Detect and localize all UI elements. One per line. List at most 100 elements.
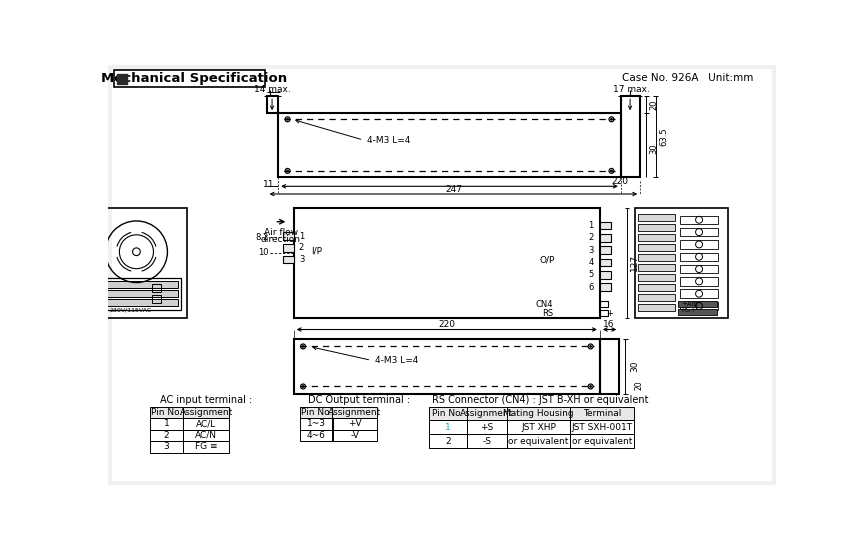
Text: AC input terminal :: AC input terminal : <box>160 395 252 405</box>
Bar <box>300 429 332 441</box>
Text: Assignment: Assignment <box>328 408 381 417</box>
Text: 2: 2 <box>444 437 450 446</box>
Bar <box>300 407 332 418</box>
Text: 220: 220 <box>610 177 628 186</box>
Text: 4-M3 L=4: 4-M3 L=4 <box>367 136 411 144</box>
Bar <box>294 339 599 394</box>
Bar <box>95 290 178 297</box>
Bar <box>599 271 610 278</box>
Bar <box>570 420 633 434</box>
Text: 1: 1 <box>299 232 304 241</box>
Bar <box>599 259 610 267</box>
Bar <box>679 265 717 273</box>
Text: RS: RS <box>542 309 553 318</box>
Text: 10: 10 <box>257 248 268 257</box>
Text: DC Output terminal :: DC Output terminal : <box>307 395 409 405</box>
Bar <box>86 208 187 318</box>
Text: 4~6: 4~6 <box>307 431 325 440</box>
Bar <box>570 407 633 420</box>
Bar <box>332 407 377 418</box>
Text: +Adj: +Adj <box>680 301 697 307</box>
Circle shape <box>610 170 611 172</box>
Text: I/P: I/P <box>311 246 321 256</box>
Text: +S: +S <box>480 423 492 432</box>
Text: 30: 30 <box>629 361 639 372</box>
Text: 5: 5 <box>588 270 593 280</box>
Bar <box>95 300 178 306</box>
Text: 1: 1 <box>588 221 593 230</box>
Text: 3: 3 <box>164 443 170 451</box>
Bar <box>679 228 717 237</box>
Text: 6: 6 <box>587 283 593 292</box>
Bar <box>599 246 610 254</box>
Bar <box>599 339 618 394</box>
Circle shape <box>589 346 591 347</box>
Bar <box>679 240 717 249</box>
Bar <box>282 233 294 240</box>
Text: 3: 3 <box>587 246 593 255</box>
Bar <box>637 214 674 221</box>
Text: Mechanical Specification: Mechanical Specification <box>102 72 288 85</box>
Bar <box>117 74 127 84</box>
Bar <box>506 434 570 448</box>
Bar <box>150 407 183 418</box>
Text: 4-M3 L=4: 4-M3 L=4 <box>375 356 418 365</box>
Bar <box>637 264 674 271</box>
Circle shape <box>302 346 303 347</box>
Bar <box>332 429 377 441</box>
Bar <box>429 407 466 420</box>
Bar <box>679 302 717 310</box>
Text: 127: 127 <box>629 254 639 271</box>
Bar <box>599 310 607 317</box>
Text: FG ≡: FG ≡ <box>195 443 217 451</box>
Bar <box>679 252 717 261</box>
Bar <box>570 434 633 448</box>
Bar <box>294 208 599 318</box>
Bar <box>152 284 161 292</box>
Text: 63.5: 63.5 <box>658 127 667 146</box>
Bar <box>183 441 229 453</box>
Bar <box>620 96 640 177</box>
Bar <box>678 308 716 315</box>
Bar <box>266 96 278 113</box>
Text: or equivalent: or equivalent <box>572 437 632 446</box>
Text: 2: 2 <box>164 431 170 440</box>
Bar <box>466 420 506 434</box>
Text: 230V/115VAC: 230V/115VAC <box>109 308 152 313</box>
Text: 2: 2 <box>588 233 593 243</box>
Bar <box>282 256 294 263</box>
Text: 1: 1 <box>164 419 170 428</box>
Text: 1~3: 1~3 <box>307 419 325 428</box>
Bar <box>506 420 570 434</box>
Bar <box>429 420 466 434</box>
Bar <box>183 418 229 429</box>
Bar <box>599 234 610 242</box>
Text: +V: +V <box>348 419 362 428</box>
Bar <box>150 429 183 441</box>
Text: Assignment: Assignment <box>179 408 232 417</box>
Text: -S: -S <box>481 437 491 446</box>
Bar <box>599 283 610 291</box>
Bar <box>152 295 161 302</box>
Text: O/P: O/P <box>539 256 554 265</box>
Bar <box>678 301 716 307</box>
Bar <box>278 113 620 177</box>
Text: Pin No.: Pin No. <box>431 409 463 418</box>
Text: 20: 20 <box>649 99 658 110</box>
Text: AC/N: AC/N <box>195 431 217 440</box>
Text: -V: -V <box>350 431 359 440</box>
Bar <box>637 234 674 241</box>
Text: Terminal: Terminal <box>582 409 621 418</box>
Text: 2: 2 <box>299 244 304 252</box>
Text: 3: 3 <box>299 255 304 264</box>
Bar <box>150 418 183 429</box>
Bar <box>114 70 265 87</box>
Bar <box>429 434 466 448</box>
Bar <box>634 208 727 318</box>
Text: Air flow: Air flow <box>263 228 297 237</box>
Text: +: + <box>605 309 612 318</box>
Text: 4: 4 <box>588 258 593 267</box>
Bar <box>466 434 506 448</box>
Bar <box>95 281 178 288</box>
Text: JST XHP: JST XHP <box>521 423 555 432</box>
